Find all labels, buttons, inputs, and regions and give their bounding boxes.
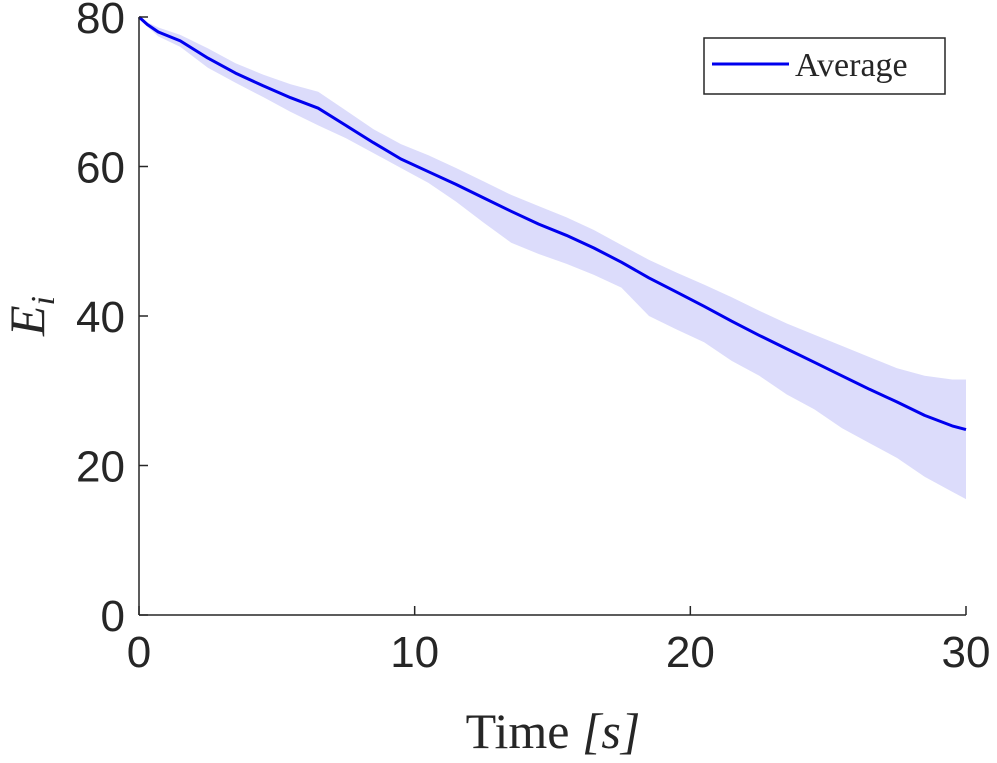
y-tick-label: 0 <box>101 592 125 641</box>
legend: Average <box>703 37 946 95</box>
y-tick-label: 60 <box>76 144 125 193</box>
legend-entry-average: Average <box>795 47 908 84</box>
tick-layer: 0 10 20 30 0 20 40 60 80 <box>76 0 990 677</box>
y-tick-label: 80 <box>76 0 125 43</box>
legend-box <box>703 37 946 95</box>
x-tick-label: 10 <box>390 628 439 677</box>
band-layer <box>139 17 966 500</box>
x-axis-label: Time [s] <box>466 703 641 759</box>
spread-band <box>139 17 966 500</box>
x-tick-label: 0 <box>127 628 151 677</box>
x-tick-label: 20 <box>666 628 715 677</box>
x-tick-label: 30 <box>942 628 991 677</box>
series-line-average <box>137 15 967 432</box>
y-axis-label: Ei <box>0 296 62 337</box>
y-tick-label: 20 <box>76 443 125 492</box>
line-layer <box>137 15 967 432</box>
y-tick-label: 40 <box>76 293 125 342</box>
